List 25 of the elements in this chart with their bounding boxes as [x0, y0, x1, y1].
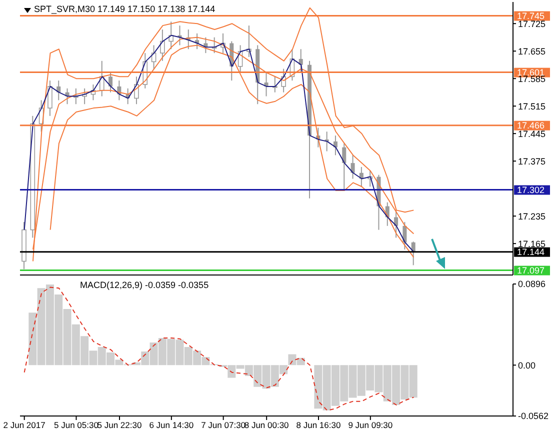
ref-line-label: 17.302: [517, 185, 545, 196]
x-tick-label: 5 Jun 05:30: [54, 420, 99, 430]
y-tick-label: 17.445: [518, 128, 546, 139]
ref-line-label: 17.097: [517, 266, 545, 276]
y-tick-label: 17.725: [518, 18, 546, 29]
y-tick-label: -0.0562: [518, 411, 549, 422]
y-tick-label: 17.235: [518, 211, 546, 222]
x-tick-label: 6 Jun 14:30: [149, 420, 194, 430]
x-tick-label: 9 Jun 09:30: [348, 420, 393, 430]
y-tick-label: 17.165: [518, 238, 546, 249]
y-tick-label: 17.655: [518, 46, 546, 56]
ref-line-label: 17.144: [517, 247, 545, 258]
chart-title: MACD(12,26,9) -0.0359 -0.0355: [80, 280, 209, 290]
ref-line-label: 17.745: [517, 11, 545, 22]
x-tick-label: 8 Jun 00:30: [244, 420, 290, 430]
x-tick-label: 2 Jun 2017: [3, 420, 46, 430]
x-tick-label: 7 Jun 07:30: [201, 420, 246, 430]
ref-line-label: 17.466: [517, 120, 545, 131]
y-tick-label: 17.375: [518, 156, 546, 166]
x-tick-label: 5 Jun 22:30: [97, 420, 142, 430]
chart-title: SPT_SVR,M30 17.149 17.150 17.138 17.144: [34, 4, 216, 14]
y-tick-label: 17.515: [518, 101, 546, 112]
x-tick-label: 8 Jun 16:30: [296, 420, 341, 430]
y-tick-label: 0.00: [518, 360, 536, 370]
y-tick-label: 0.0896: [518, 279, 546, 290]
